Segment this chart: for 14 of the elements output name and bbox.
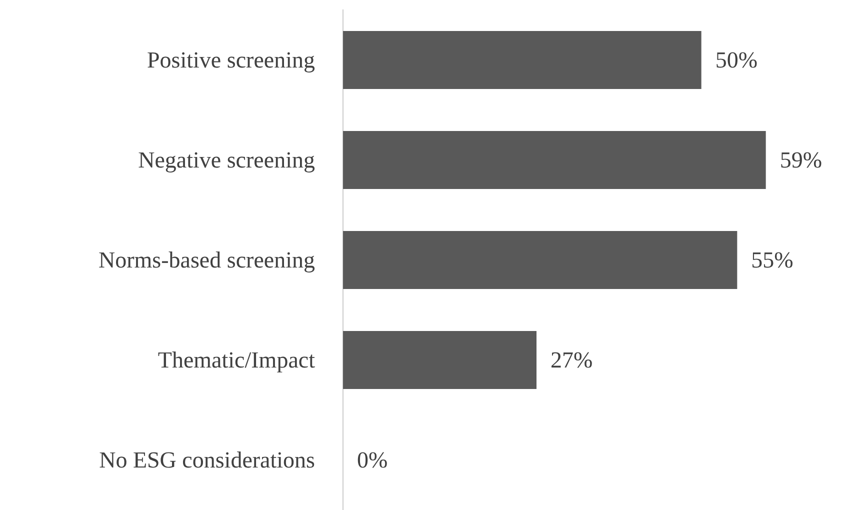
- data-label: 55%: [751, 248, 794, 272]
- bar: [343, 131, 766, 189]
- bar: [343, 231, 738, 289]
- data-label: 59%: [780, 148, 822, 172]
- y-tick-label: Negative screening: [138, 148, 316, 172]
- y-tick-label: Thematic/Impact: [158, 348, 316, 372]
- data-label: 0%: [357, 448, 388, 472]
- data-label: 50%: [715, 48, 758, 72]
- y-tick-label: Positive screening: [147, 48, 316, 72]
- bar: [343, 31, 702, 89]
- bar: [343, 331, 536, 389]
- y-tick-label: Norms-based screening: [98, 248, 316, 272]
- y-tick-label: No ESG considerations: [99, 448, 316, 472]
- data-label: 27%: [550, 348, 593, 372]
